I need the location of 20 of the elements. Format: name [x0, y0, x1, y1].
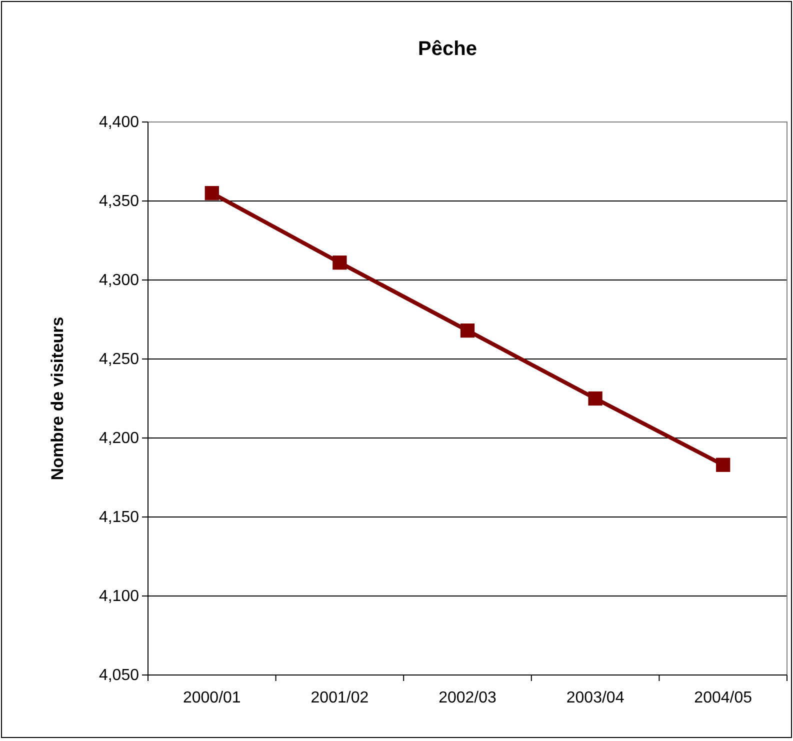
point [716, 458, 730, 472]
point [460, 323, 475, 338]
y-tick-label: 4,200 [98, 430, 140, 448]
y-tick-label: 4,400 [98, 114, 140, 132]
y-tick-label: 4,350 [98, 193, 140, 210]
point [332, 256, 347, 270]
y-tick-label: 4,050 [98, 667, 140, 684]
chart-title: Pêche [418, 38, 477, 60]
y-axis-title: Nombre de visiteurs [48, 316, 67, 480]
y-tick-label: 4,150 [98, 509, 140, 526]
x-tick-label: 2004/05 [694, 689, 752, 706]
x-tick-label: 2001/02 [310, 689, 369, 706]
y-tick-label: 4,250 [98, 351, 140, 368]
y-tick-label: 4,300 [98, 272, 140, 290]
x-tick-label: 2000/01 [182, 689, 241, 706]
point [588, 391, 602, 406]
x-tick-label: 2003/04 [566, 689, 624, 706]
x-tick-label: 2002/03 [438, 689, 497, 706]
y-tick-label: 4,100 [98, 588, 140, 606]
point [204, 186, 219, 200]
